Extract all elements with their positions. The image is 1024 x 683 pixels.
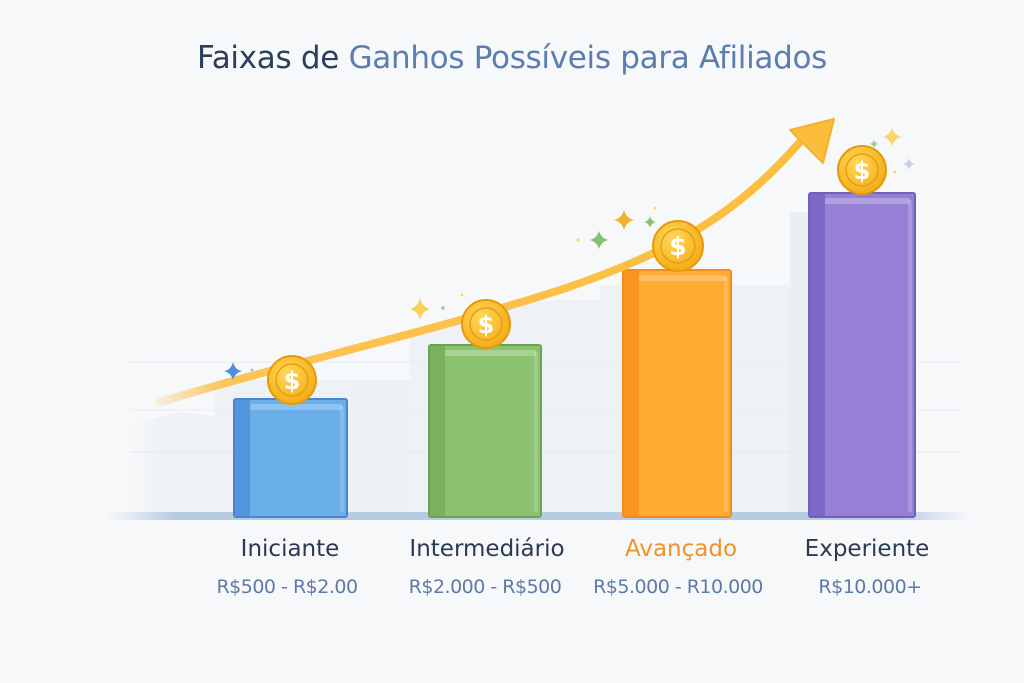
chart-title: Faixas de Ganhos Possíveis para Afiliado… bbox=[0, 40, 1024, 76]
title-part-2: Ganhos Possíveis para Afiliados bbox=[348, 40, 828, 76]
bar-intermediario bbox=[428, 344, 542, 518]
bar-iniciante bbox=[233, 398, 348, 518]
tier-range-iniciante: R$500 - R$2.00 bbox=[216, 576, 358, 598]
tier-range-avancado: R$5.000 - R10.000 bbox=[593, 576, 763, 598]
bar-avancado bbox=[622, 269, 732, 518]
title-part-1: Faixas de bbox=[197, 40, 349, 76]
tier-label-avancado: Avançado bbox=[624, 536, 738, 562]
tier-label-experiente: Experiente bbox=[804, 536, 930, 562]
tier-label-iniciante: Iniciante bbox=[240, 536, 340, 562]
bar-experiente bbox=[808, 192, 916, 518]
tier-range-experiente: R$10.000+ bbox=[818, 576, 922, 598]
tier-label-intermediario: Intermediário bbox=[409, 536, 565, 562]
tier-range-intermediario: R$2.000 - R$500 bbox=[408, 576, 562, 598]
